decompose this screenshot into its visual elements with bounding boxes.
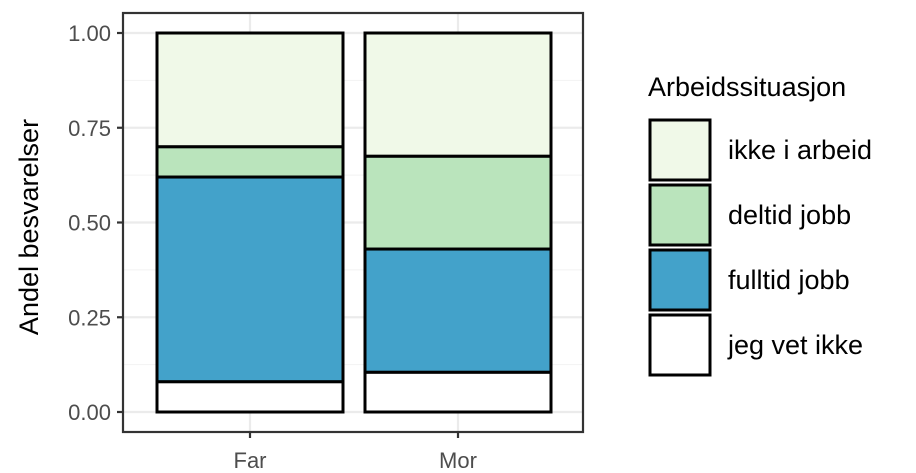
legend-label: deltid jobb: [728, 200, 851, 230]
y-axis: 0.00 0.25 0.50 0.75 1.00: [68, 21, 123, 425]
legend-label: fulltid jobb: [728, 265, 850, 295]
bar-segment: [363, 31, 553, 158]
bar-segment: [155, 380, 345, 414]
legend-key: [648, 118, 712, 182]
x-tick-label: Far: [234, 448, 267, 473]
bars: [155, 31, 553, 414]
legend-label: jeg vet ikke: [727, 330, 863, 360]
y-axis-title: Andel besvarelser: [14, 119, 44, 335]
legend-key: [648, 248, 712, 312]
bar-segment: [155, 31, 345, 149]
y-tick-label: 0.75: [68, 116, 111, 141]
legend-title: Arbeidssituasjon: [648, 72, 846, 102]
legend-label: ikke i arbeid: [728, 135, 872, 165]
bar-segment: [363, 154, 553, 251]
legend-key: [648, 313, 712, 377]
bar-segment: [155, 175, 345, 384]
bar-segment: [155, 145, 345, 179]
x-axis: Far Mor: [234, 432, 477, 473]
legend: Arbeidssituasjon ikke i arbeid deltid job…: [648, 72, 872, 377]
y-tick-label: 0.50: [68, 211, 111, 236]
legend-key: [648, 183, 712, 247]
y-tick-label: 1.00: [68, 21, 111, 46]
bar-segment: [363, 370, 553, 414]
bar-segment: [363, 247, 553, 374]
x-tick-label: Mor: [439, 448, 477, 473]
y-tick-label: 0.00: [68, 400, 111, 425]
y-tick-label: 0.25: [68, 305, 111, 330]
